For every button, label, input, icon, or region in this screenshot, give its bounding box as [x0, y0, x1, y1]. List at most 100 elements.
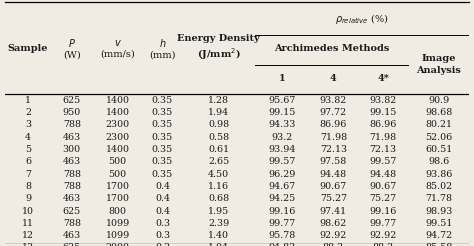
Text: 1700: 1700 [106, 194, 129, 203]
Text: 94.25: 94.25 [268, 194, 295, 203]
Text: 0.35: 0.35 [152, 157, 173, 166]
Text: 1099: 1099 [106, 231, 130, 240]
Text: 3: 3 [25, 120, 31, 129]
Text: 4: 4 [25, 133, 31, 142]
Text: 90.67: 90.67 [319, 182, 347, 191]
Text: 90.9: 90.9 [428, 96, 449, 105]
Text: 99.57: 99.57 [268, 157, 296, 166]
Text: 98.93: 98.93 [425, 207, 452, 215]
Text: 1.95: 1.95 [208, 207, 229, 215]
Text: 72.13: 72.13 [370, 145, 397, 154]
Text: 97.58: 97.58 [319, 157, 347, 166]
Text: Image
Analysis: Image Analysis [416, 54, 461, 75]
Text: 1.28: 1.28 [208, 96, 229, 105]
Text: $h$
(mm): $h$ (mm) [149, 37, 176, 60]
Text: 92.92: 92.92 [370, 231, 397, 240]
Text: Energy Density
(J/mm$^2$): Energy Density (J/mm$^2$) [177, 34, 260, 62]
Text: 800: 800 [109, 207, 127, 215]
Text: 0.35: 0.35 [152, 96, 173, 105]
Text: 950: 950 [63, 108, 81, 117]
Text: 75.27: 75.27 [320, 194, 347, 203]
Text: 80.21: 80.21 [425, 120, 452, 129]
Text: 625: 625 [63, 244, 81, 246]
Text: 0.58: 0.58 [208, 133, 229, 142]
Text: 0.98: 0.98 [208, 120, 229, 129]
Text: 71.78: 71.78 [425, 194, 452, 203]
Text: 71.98: 71.98 [320, 133, 347, 142]
Text: 1400: 1400 [106, 96, 129, 105]
Text: 7: 7 [25, 169, 31, 179]
Text: 99.16: 99.16 [268, 207, 296, 215]
Text: 86.96: 86.96 [370, 120, 397, 129]
Text: 6: 6 [25, 157, 31, 166]
Text: 99.77: 99.77 [370, 219, 397, 228]
Text: 2: 2 [25, 108, 31, 117]
Text: 98.68: 98.68 [425, 108, 452, 117]
Text: 1: 1 [279, 74, 285, 83]
Text: 0.35: 0.35 [152, 133, 173, 142]
Text: 0.3: 0.3 [155, 231, 170, 240]
Text: 0.35: 0.35 [152, 169, 173, 179]
Text: 0.35: 0.35 [152, 120, 173, 129]
Text: 1.16: 1.16 [208, 182, 229, 191]
Text: 98.62: 98.62 [319, 219, 347, 228]
Text: $P$
(W): $P$ (W) [63, 37, 81, 60]
Text: 1.40: 1.40 [208, 231, 229, 240]
Text: 625: 625 [63, 96, 81, 105]
Text: 4: 4 [330, 74, 337, 83]
Text: 93.82: 93.82 [370, 96, 397, 105]
Text: 0.4: 0.4 [155, 182, 170, 191]
Text: 94.83: 94.83 [268, 244, 295, 246]
Text: 500: 500 [109, 169, 127, 179]
Text: 0.35: 0.35 [152, 108, 173, 117]
Text: 95.67: 95.67 [268, 96, 296, 105]
Text: 99.77: 99.77 [268, 219, 295, 228]
Text: 788: 788 [63, 182, 81, 191]
Text: 1400: 1400 [106, 145, 129, 154]
Text: 99.15: 99.15 [370, 108, 397, 117]
Text: 463: 463 [63, 231, 81, 240]
Text: 8: 8 [25, 182, 31, 191]
Text: 97.41: 97.41 [320, 207, 347, 215]
Text: 60.51: 60.51 [425, 145, 452, 154]
Text: 2.39: 2.39 [208, 219, 229, 228]
Text: 85.02: 85.02 [425, 182, 452, 191]
Text: 1700: 1700 [106, 182, 129, 191]
Text: 72.13: 72.13 [320, 145, 347, 154]
Text: 1.94: 1.94 [208, 108, 229, 117]
Text: 463: 463 [63, 133, 81, 142]
Text: 788: 788 [63, 120, 81, 129]
Text: 5: 5 [25, 145, 31, 154]
Text: 0.4: 0.4 [155, 194, 170, 203]
Text: 0.68: 0.68 [208, 194, 229, 203]
Text: 94.67: 94.67 [268, 182, 295, 191]
Text: 0.4: 0.4 [155, 207, 170, 215]
Text: 93.82: 93.82 [319, 96, 347, 105]
Text: 90.67: 90.67 [370, 182, 397, 191]
Text: 500: 500 [109, 157, 127, 166]
Text: 0.61: 0.61 [208, 145, 229, 154]
Text: 1099: 1099 [106, 219, 130, 228]
Text: 88.3: 88.3 [323, 244, 344, 246]
Text: 11: 11 [22, 219, 34, 228]
Text: 85.58: 85.58 [425, 244, 452, 246]
Text: 2300: 2300 [106, 133, 130, 142]
Text: 52.06: 52.06 [425, 133, 452, 142]
Text: 93.94: 93.94 [268, 145, 296, 154]
Text: 99.15: 99.15 [268, 108, 296, 117]
Text: 71.98: 71.98 [370, 133, 397, 142]
Text: 300: 300 [63, 145, 81, 154]
Text: 99.57: 99.57 [370, 157, 397, 166]
Text: 97.72: 97.72 [320, 108, 347, 117]
Text: 788: 788 [63, 219, 81, 228]
Text: 86.96: 86.96 [319, 120, 347, 129]
Text: 96.29: 96.29 [268, 169, 296, 179]
Text: 10: 10 [22, 207, 34, 215]
Text: $v$
(mm/s): $v$ (mm/s) [100, 38, 135, 59]
Text: 1400: 1400 [106, 108, 129, 117]
Text: 99.16: 99.16 [370, 207, 397, 215]
Text: 2300: 2300 [106, 120, 130, 129]
Text: 4.50: 4.50 [208, 169, 229, 179]
Text: 95.78: 95.78 [268, 231, 295, 240]
Text: 0.3: 0.3 [155, 219, 170, 228]
